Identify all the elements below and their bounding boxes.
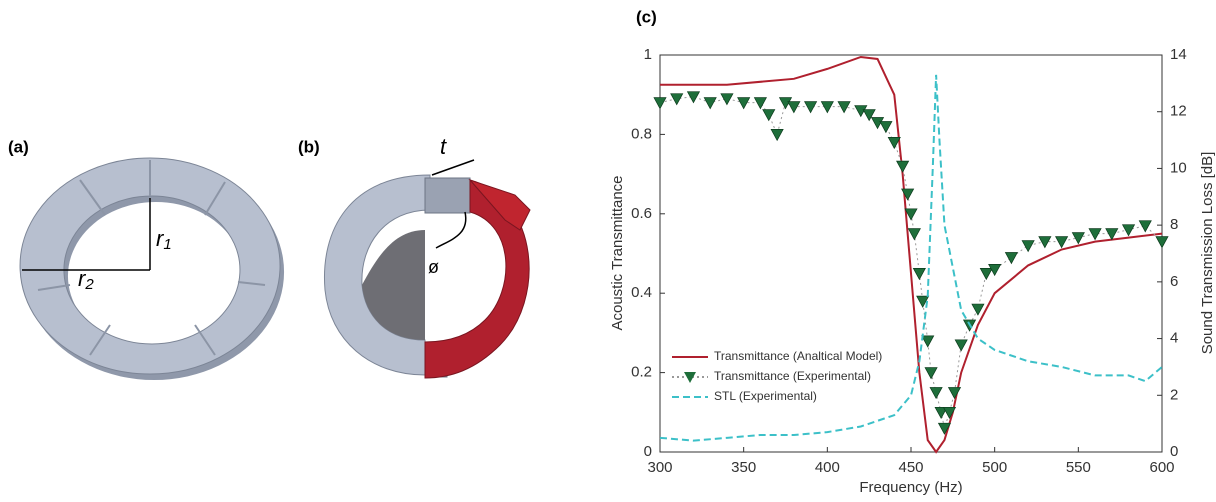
y2-tick-label: 4 xyxy=(1170,330,1178,347)
marker xyxy=(737,97,751,110)
marker xyxy=(887,136,901,150)
x-tick-label: 450 xyxy=(898,459,923,476)
y2-tick-label: 8 xyxy=(1170,216,1178,233)
y-tick-label: 0.4 xyxy=(631,284,652,301)
marker xyxy=(804,101,818,114)
marker xyxy=(971,303,985,316)
y2-tick-label: 10 xyxy=(1170,159,1187,176)
x-tick-label: 400 xyxy=(815,459,840,476)
marker xyxy=(1088,228,1102,241)
marker xyxy=(1138,220,1152,233)
marker xyxy=(916,295,930,308)
marker xyxy=(1004,252,1018,265)
marker xyxy=(912,268,926,281)
marker xyxy=(770,129,784,142)
subscript: 1 xyxy=(163,236,171,253)
marker xyxy=(979,268,993,281)
marker xyxy=(901,188,915,201)
marker xyxy=(1121,224,1136,237)
marker xyxy=(787,101,801,114)
legend-label: Transmittance (Experimental) xyxy=(714,369,871,383)
y2-axis-label: Sound Transmission Loss [dB] xyxy=(1199,152,1216,355)
marker xyxy=(1038,236,1052,249)
marker xyxy=(720,93,734,106)
r1-label: r1 xyxy=(156,226,172,253)
phi-label: ø xyxy=(428,257,439,277)
marker xyxy=(1155,236,1169,249)
y2-tick-label: 6 xyxy=(1170,273,1178,290)
marker xyxy=(837,101,851,114)
legend-marker xyxy=(684,372,696,383)
marker xyxy=(862,109,876,122)
marker xyxy=(670,93,684,106)
x-tick-label: 350 xyxy=(731,459,756,476)
marker xyxy=(929,387,943,400)
marker xyxy=(896,160,910,173)
y-axis-label: Acoustic Transmittance xyxy=(609,175,626,330)
marker xyxy=(753,97,767,110)
x-tick-label: 600 xyxy=(1149,459,1174,476)
marker xyxy=(921,335,935,348)
marker xyxy=(924,367,938,380)
y-tick-label: 0.6 xyxy=(631,205,652,222)
marker xyxy=(1021,240,1035,253)
t-line xyxy=(431,159,475,176)
x-tick-label: 550 xyxy=(1066,459,1091,476)
subscript: 2 xyxy=(84,276,94,293)
marker xyxy=(988,264,1002,277)
y-tick-label: 1 xyxy=(644,46,652,63)
marker xyxy=(820,101,834,114)
series-line xyxy=(659,74,1163,442)
y2-tick-label: 0 xyxy=(1170,443,1178,460)
x-axis-label: Frequency (Hz) xyxy=(859,479,962,496)
marker xyxy=(954,339,968,352)
symbol: r xyxy=(78,266,87,291)
y2-tick-label: 14 xyxy=(1170,46,1187,63)
y2-tick-label: 2 xyxy=(1170,386,1178,403)
panel-label: (c) xyxy=(636,7,657,26)
marker xyxy=(1071,232,1085,245)
marker xyxy=(1105,228,1119,241)
symbol: r xyxy=(156,226,165,251)
phi-arrow xyxy=(435,211,467,249)
marker xyxy=(879,121,893,134)
y-tick-label: 0 xyxy=(644,443,652,460)
y-tick-label: 0.8 xyxy=(631,125,652,142)
r2-label: r2 xyxy=(78,266,94,293)
marker xyxy=(653,97,667,110)
marker xyxy=(947,387,962,400)
marker xyxy=(686,91,701,104)
marker xyxy=(937,422,952,435)
legend-label: STL (Experimental) xyxy=(714,389,817,403)
legend-label: Transmittance (Analtical Model) xyxy=(714,349,882,363)
panel-label: (b) xyxy=(298,137,320,156)
marker xyxy=(907,228,921,241)
marker xyxy=(1055,236,1069,249)
marker xyxy=(904,208,918,221)
series-line xyxy=(660,55,1163,454)
ring-b xyxy=(323,174,531,379)
x-tick-label: 300 xyxy=(647,459,672,476)
y-tick-label: 0.2 xyxy=(631,364,652,381)
marker xyxy=(934,406,948,420)
t-label: t xyxy=(440,134,447,159)
ring-a xyxy=(19,157,285,381)
marker xyxy=(762,109,776,122)
marker xyxy=(942,406,957,420)
panel-label: (a) xyxy=(8,137,29,156)
marker xyxy=(703,97,717,110)
y2-tick-label: 12 xyxy=(1170,103,1187,120)
x-tick-label: 500 xyxy=(982,459,1007,476)
